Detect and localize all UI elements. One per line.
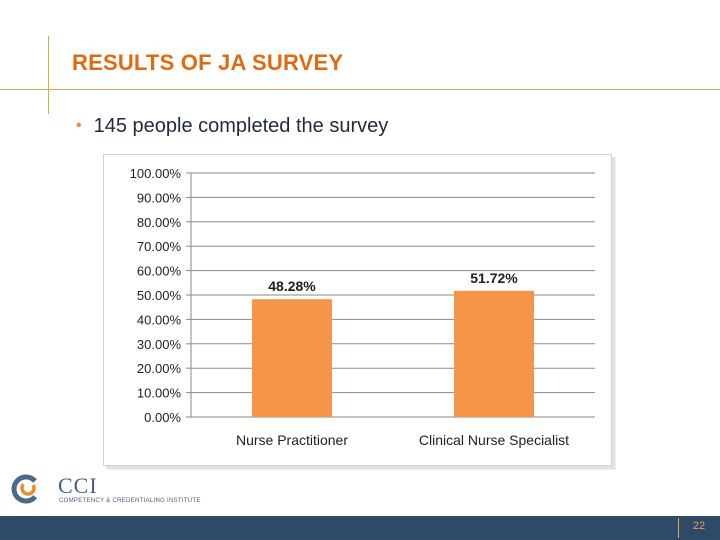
title-horizontal-rule: [0, 89, 720, 90]
y-tick-label: 50.00%: [137, 288, 182, 303]
footer-separator: [678, 518, 679, 538]
logo-tagline: COMPETENCY & CREDENTIALING INSTITUTE: [59, 498, 201, 504]
page-number: 22: [692, 520, 706, 532]
data-label-2: 51.72%: [470, 270, 518, 286]
y-tick-label: 80.00%: [137, 215, 182, 230]
y-tick-label: 70.00%: [137, 239, 182, 254]
bullet-icon: •: [76, 117, 82, 134]
cci-logo: CCI COMPETENCY & CREDENTIALING INSTITUTE: [10, 472, 240, 506]
bar-chart: 0.00% 10.00% 20.00% 30.00% 40.00% 50.00% 60.00…: [130, 166, 595, 448]
y-tick-label: 100.00%: [130, 166, 182, 181]
y-tick-label: 10.00%: [137, 386, 182, 401]
title-vertical-rule: [48, 36, 49, 114]
bullet-text: 145 people completed the survey: [93, 115, 389, 137]
y-tick-label: 30.00%: [137, 337, 182, 352]
y-tick-label: 0.00%: [144, 410, 181, 425]
bar-1: [252, 299, 332, 417]
y-tick-label: 40.00%: [137, 312, 182, 327]
bar-2: [454, 290, 534, 417]
cci-logo-icon: [11, 474, 41, 504]
x-category-label-1: Nurse Practitioner: [236, 432, 348, 448]
logo-name: CCI: [58, 473, 98, 498]
slide-title: RESULTS OF JA SURVEY: [72, 50, 344, 75]
y-tick-label: 90.00%: [137, 190, 182, 205]
y-tick-label: 60.00%: [137, 264, 182, 279]
data-label-1: 48.28%: [268, 278, 316, 294]
x-category-label-2: Clinical Nurse Specialist: [419, 432, 569, 448]
y-tick-label: 20.00%: [137, 361, 182, 376]
footer-bar: [0, 516, 720, 540]
bullet-item: • 145 people completed the survey: [76, 115, 388, 138]
